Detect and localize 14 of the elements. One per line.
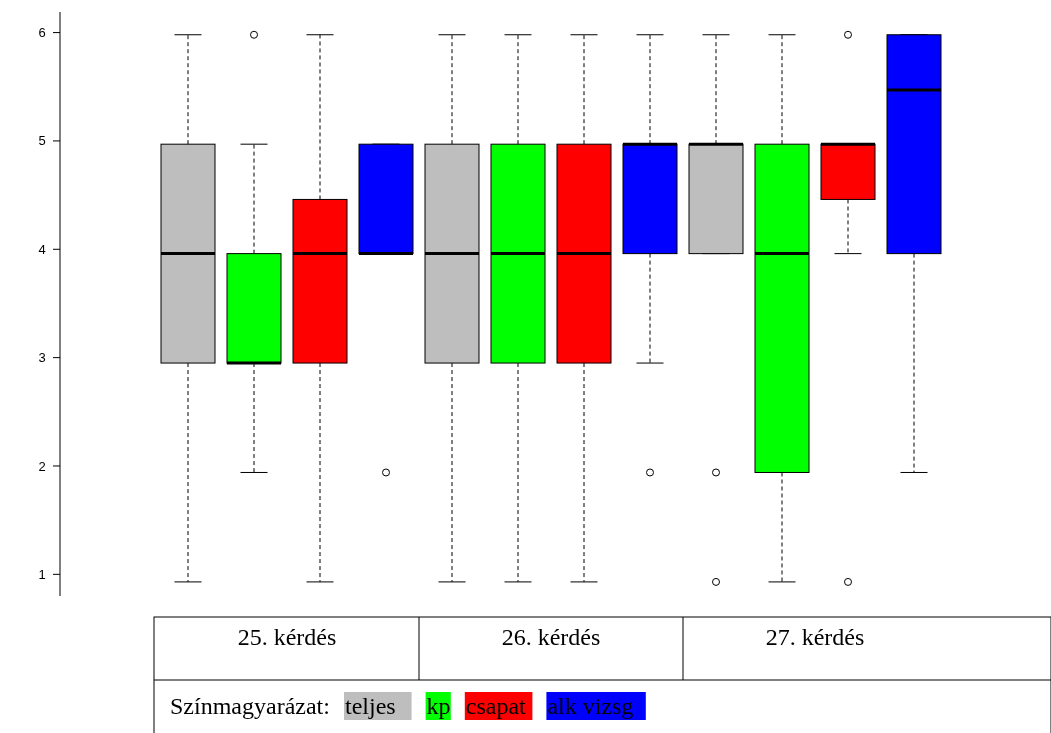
y-tick-label: 2 bbox=[38, 458, 46, 474]
text: teljes bbox=[345, 693, 396, 719]
x-tick-label: 26. kérdés bbox=[501, 624, 601, 650]
text: kp bbox=[426, 693, 451, 719]
y-tick-label: 1 bbox=[38, 566, 46, 582]
y-tick-label: 6 bbox=[38, 25, 46, 41]
y-tick-label: 3 bbox=[38, 350, 46, 366]
y-tick-label: 4 bbox=[38, 241, 46, 257]
y-tick-label: 5 bbox=[38, 133, 46, 149]
text: csapat bbox=[465, 693, 527, 719]
legend-title: Színmagyarázat: bbox=[170, 693, 330, 719]
x-tick-label: 25. kérdés bbox=[237, 624, 337, 650]
x-tick-label: 27. kérdés bbox=[765, 624, 865, 650]
text: alk vizsg bbox=[547, 693, 634, 719]
